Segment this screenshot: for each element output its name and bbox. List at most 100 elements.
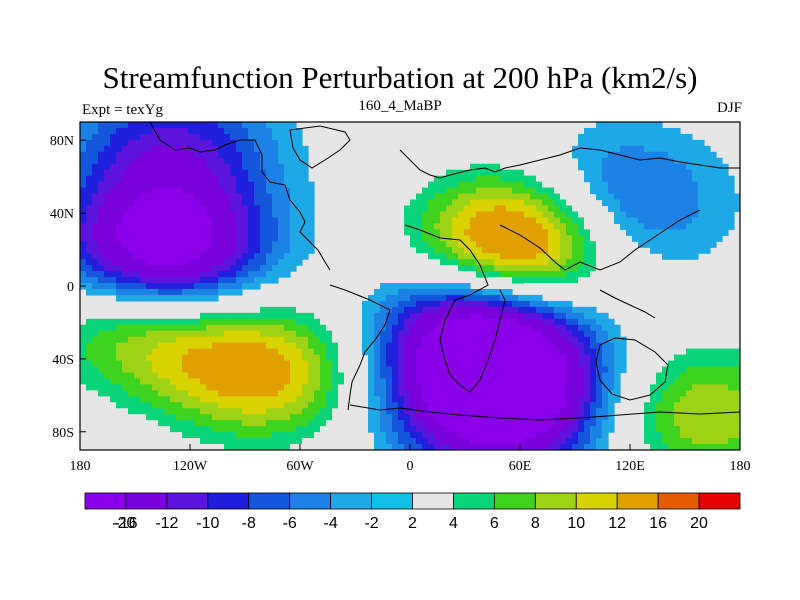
field-cell: [296, 217, 303, 224]
field-cell: [476, 205, 483, 213]
field-cell: [158, 312, 165, 320]
field-cell: [494, 253, 501, 260]
field-cell: [230, 122, 237, 129]
field-cell: [80, 169, 87, 177]
field-cell: [392, 414, 399, 421]
field-cell: [86, 217, 93, 224]
field-cell: [596, 420, 603, 427]
field-cell: [476, 199, 483, 207]
field-cell: [608, 169, 615, 177]
field-cell: [302, 157, 309, 165]
field-cell: [308, 360, 315, 368]
field-cell: [578, 145, 585, 153]
field-cell: [86, 187, 93, 195]
field-cell: [140, 354, 147, 362]
field-cell: [506, 294, 513, 302]
field-cell: [650, 175, 657, 183]
field-cell: [218, 372, 225, 380]
field-cell: [194, 336, 201, 344]
field-cell: [602, 402, 609, 409]
field-cell: [110, 122, 117, 129]
field-cell: [158, 288, 165, 296]
field-cell: [200, 444, 207, 450]
colorbar-label: -2: [364, 515, 378, 532]
coast-europe: [399, 147, 740, 179]
field-cell: [128, 253, 135, 260]
field-cell: [290, 253, 297, 260]
field-cell: [224, 181, 231, 189]
field-cell: [122, 205, 129, 213]
field-cell: [134, 163, 141, 171]
field-cell: [566, 229, 573, 236]
field-cell: [140, 157, 147, 165]
field-cell: [98, 342, 105, 350]
field-cell: [536, 330, 543, 338]
field-cell: [152, 432, 159, 439]
field-cell: [428, 223, 435, 230]
field-cell: [620, 175, 627, 183]
field-cell: [410, 384, 417, 391]
field-cell: [440, 366, 447, 374]
field-cell: [392, 330, 399, 338]
field-cell: [80, 265, 87, 272]
field-cell: [704, 396, 711, 403]
field-cell: [194, 127, 201, 135]
field-cell: [170, 259, 177, 266]
field-cell: [188, 265, 195, 272]
field-cell: [668, 133, 675, 141]
field-cell: [116, 354, 123, 362]
field-cell: [302, 330, 309, 338]
field-cell: [266, 253, 273, 260]
field-cell: [512, 187, 519, 195]
field-cell: [560, 217, 567, 224]
field-cell: [662, 408, 669, 415]
field-cell: [704, 432, 711, 439]
field-cell: [158, 211, 165, 219]
field-cell: [626, 181, 633, 189]
field-cell: [494, 342, 501, 350]
field-cell: [200, 414, 207, 421]
field-cell: [542, 414, 549, 421]
field-cell: [440, 330, 447, 338]
field-cell: [578, 306, 585, 314]
field-cell: [614, 122, 621, 129]
field-cell: [644, 169, 651, 177]
field-cell: [440, 259, 447, 266]
field-cell: [218, 163, 225, 171]
field-cell: [524, 163, 531, 171]
field-cell: [398, 432, 405, 439]
field-cell: [248, 235, 255, 242]
field-cell: [686, 133, 693, 141]
field-cell: [230, 426, 237, 433]
field-cell: [254, 157, 261, 165]
field-cell: [464, 229, 471, 236]
field-cell: [506, 360, 513, 368]
x-tick-label: 120E: [615, 459, 645, 474]
field-cell: [128, 330, 135, 338]
field-cell: [212, 283, 219, 290]
field-cell: [452, 444, 459, 450]
field-cell: [266, 432, 273, 439]
field-cell: [122, 133, 129, 141]
field-cell: [158, 157, 165, 165]
field-cell: [152, 187, 159, 195]
field-cell: [716, 342, 723, 350]
field-cell: [416, 378, 423, 385]
field-cell: [506, 277, 513, 284]
field-cell: [596, 330, 603, 338]
field-cell: [668, 360, 675, 368]
field-cell: [494, 366, 501, 374]
field-cell: [386, 283, 393, 290]
field-cell: [182, 127, 189, 135]
field-cell: [680, 420, 687, 427]
field-cell: [104, 360, 111, 368]
field-cell: [116, 241, 123, 248]
field-cell: [584, 408, 591, 415]
field-cell: [572, 366, 579, 374]
field-cell: [554, 271, 561, 278]
field-cell: [344, 396, 351, 403]
field-cell: [608, 253, 615, 260]
field-cell: [176, 193, 183, 201]
field-cell: [284, 151, 291, 159]
field-cell: [560, 390, 567, 397]
